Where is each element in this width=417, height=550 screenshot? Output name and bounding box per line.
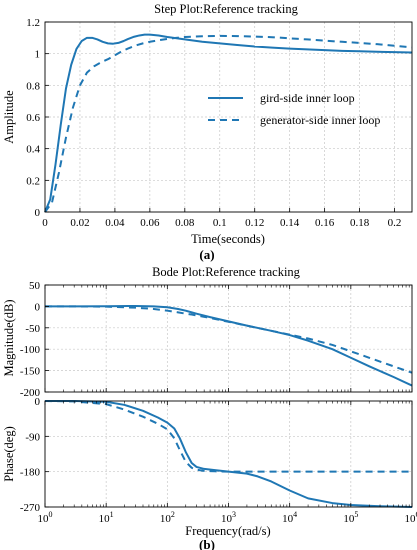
x-tick-label: 0.02	[70, 217, 89, 229]
panel-label-b: (b)	[199, 537, 215, 550]
x-tick-label: 0.2	[388, 217, 402, 229]
y-tick-label: 1.2	[26, 17, 40, 29]
phase-line-grid-side	[45, 400, 413, 508]
x-tick-label: 0.04	[105, 217, 125, 229]
x-tick-label: 0.16	[315, 217, 335, 229]
x-tick-label: 101	[99, 510, 114, 525]
x-tick-label: 0	[42, 217, 48, 229]
magnitude-ticks: 50 0 -50 -100 -150 -200	[20, 280, 413, 399]
x-tick-label: 0.1	[213, 217, 227, 229]
bode-plot-xlabel: Frequency(rad/s)	[185, 524, 270, 538]
y-tick-label: -180	[20, 467, 41, 479]
y-tick-label: 0.8	[26, 80, 40, 92]
magnitude-series	[45, 304, 413, 387]
phase-line-generator-side	[44, 400, 412, 473]
series-line-generator-side	[44, 34, 413, 213]
step-plot-grid	[45, 22, 412, 212]
series-line-grid-side	[44, 33, 413, 213]
x-tick-label: 103	[221, 510, 236, 525]
y-tick-label: -100	[20, 344, 41, 356]
y-tick-label: -270	[20, 502, 41, 514]
y-tick-label: -200	[20, 387, 41, 399]
y-tick-label: 0	[35, 396, 41, 408]
x-tick-label: 102	[160, 510, 175, 525]
x-tick-label: 0.12	[245, 217, 264, 229]
legend-label-generator-side: generator-side inner loop	[260, 113, 380, 127]
magnitude-line-generator-side	[45, 305, 413, 374]
x-tick-label: 105	[343, 510, 358, 525]
step-plot-ylabel: Amplitude	[2, 90, 16, 144]
x-tick-label: 0.18	[350, 217, 370, 229]
magnitude-grid	[45, 285, 412, 392]
magnitude-line-grid-side	[45, 304, 413, 387]
y-tick-label: -150	[20, 366, 41, 378]
y-tick-label: 0.6	[26, 112, 40, 124]
y-tick-label: 50	[29, 280, 41, 292]
y-tick-label: -50	[25, 323, 40, 335]
y-tick-label: 0.4	[26, 144, 40, 156]
y-tick-label: 0	[35, 301, 41, 313]
phase-grid	[45, 401, 412, 507]
bode-plot-title: Bode Plot:Reference tracking	[152, 265, 301, 279]
y-tick-label: 1	[35, 49, 41, 61]
x-tick-label: 100	[38, 510, 53, 525]
x-tick-label: 106	[405, 510, 417, 525]
step-plot-ticks: 0 0.02 0.04 0.06 0.08 0.1 0.12 0.14 0.16 0.18 0.2 0…	[26, 17, 401, 229]
x-tick-label: 0.06	[140, 217, 160, 229]
step-plot-xlabel: Time(seconds)	[191, 232, 265, 246]
legend-label-grid-side: gird-side inner loop	[260, 91, 355, 105]
step-plot-title: Step Plot:Reference tracking	[154, 2, 298, 16]
y-tick-label: 0.2	[26, 175, 40, 187]
y-tick-label: 0	[35, 207, 41, 219]
panel-label-a: (a)	[199, 247, 214, 262]
step-plot-series	[44, 33, 413, 213]
y-tick-label: -90	[25, 431, 40, 443]
x-tick-label: 104	[282, 510, 297, 525]
phase-ylabel: Phase(deg)	[2, 426, 16, 482]
magnitude-ylabel: Magnitude(dB)	[2, 299, 16, 376]
phase-series	[44, 400, 413, 508]
x-tick-label: 0.14	[280, 217, 300, 229]
x-tick-label: 0.08	[175, 217, 195, 229]
step-plot-legend: gird-side inner loop generator-side inne…	[208, 91, 380, 127]
